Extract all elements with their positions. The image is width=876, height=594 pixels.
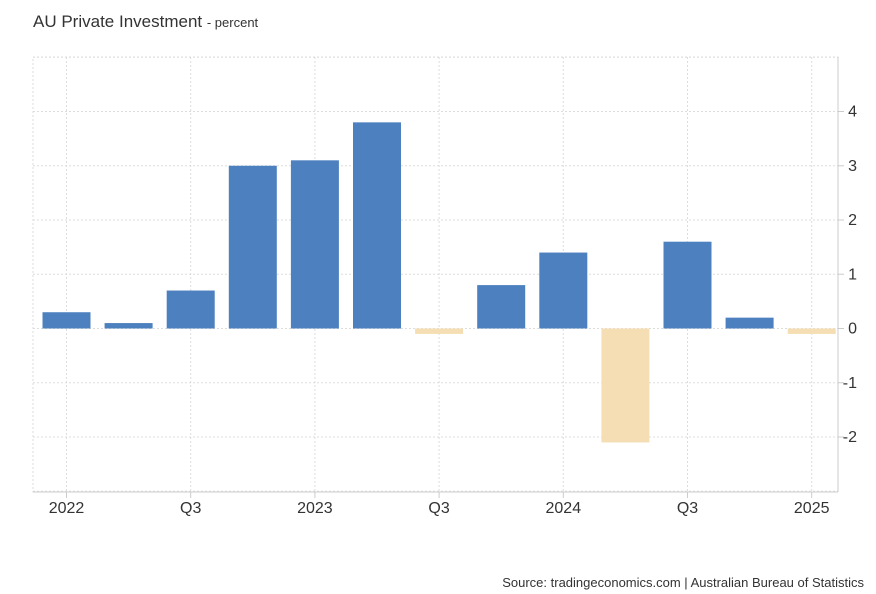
bar-q3-2022[interactable]: [166, 290, 215, 329]
x-tick-label: 2025: [794, 500, 830, 517]
bar-q2-2023[interactable]: [353, 122, 401, 329]
bar-q4-2022[interactable]: [228, 165, 277, 329]
chart-title-text: AU Private Investment: [33, 12, 203, 31]
bar-q1-2023[interactable]: [290, 160, 339, 329]
y-tick-label: 3: [848, 158, 857, 175]
bar-q1-2025[interactable]: [787, 328, 836, 334]
x-tick-labels: 2022 Q3 2023 Q3 2024 Q3 2025: [49, 500, 830, 517]
chart-title: AU Private Investment - percent: [33, 12, 258, 32]
bar-q3-2023[interactable]: [415, 328, 464, 334]
y-tick-labels: -2 -1 0 1 2 3 4: [843, 104, 857, 447]
y-tick-label: 1: [848, 266, 857, 283]
y-tick-label: 4: [848, 104, 857, 121]
axes-group: [33, 57, 844, 498]
x-tick-label: 2023: [297, 500, 333, 517]
bar-q2-2024[interactable]: [601, 328, 650, 443]
bars-group: [42, 122, 836, 443]
x-tick-label: Q3: [428, 500, 449, 517]
y-tick-label: 2: [848, 212, 857, 229]
bar-chart: 2022 Q3 2023 Q3 2024 Q3 2025 -2 -1 0 1 2 3 4: [32, 56, 857, 517]
bar-q4-2024[interactable]: [725, 317, 774, 329]
y-tick-label: -2: [843, 429, 857, 446]
x-tick-label: 2024: [546, 500, 582, 517]
y-tick-label: -1: [843, 375, 857, 392]
grid-lines: [32, 56, 839, 493]
bar-q1-2024[interactable]: [539, 252, 588, 329]
source-note: Source: tradingeconomics.com | Australia…: [502, 575, 864, 590]
chart-subtitle: - percent: [206, 15, 259, 30]
x-tick-label: Q3: [677, 500, 698, 517]
x-tick-label: Q3: [180, 500, 201, 517]
y-tick-label: 0: [848, 321, 857, 338]
x-tick-label: 2022: [49, 500, 85, 517]
bar-q3-2024[interactable]: [663, 241, 712, 329]
bar-q4-2023[interactable]: [477, 285, 526, 329]
bar-q1-2022[interactable]: [42, 312, 91, 329]
bar-q2-2022[interactable]: [104, 323, 153, 329]
